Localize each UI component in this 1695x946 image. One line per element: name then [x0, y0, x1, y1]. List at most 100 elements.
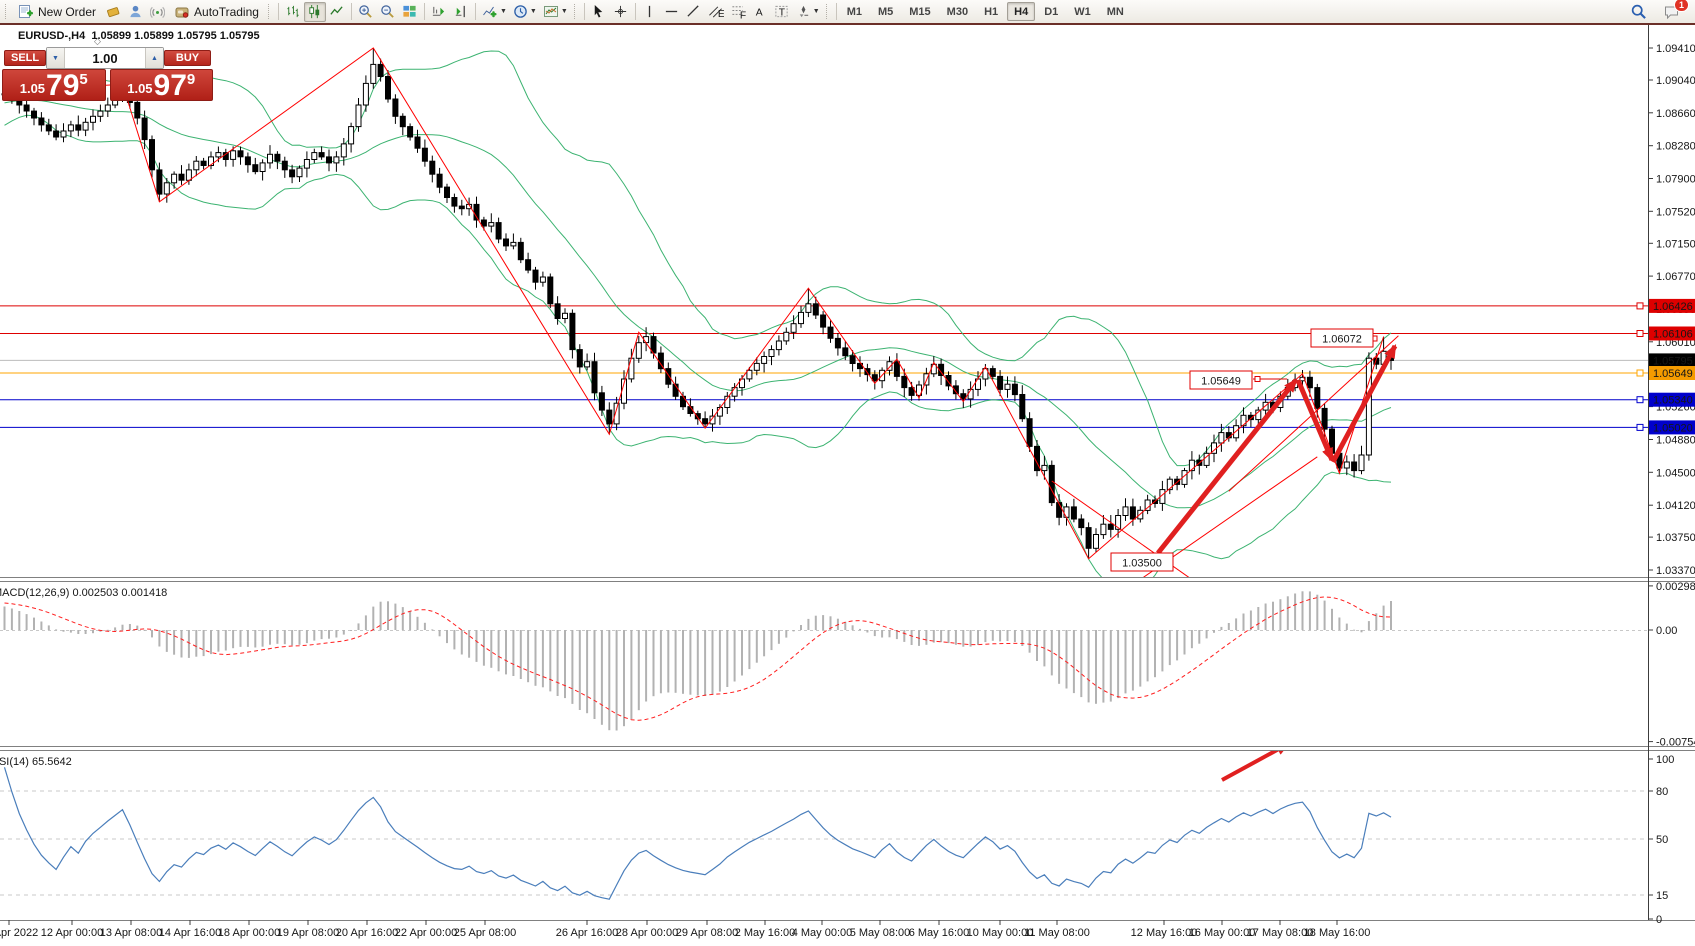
line-chart-mode-button[interactable] — [326, 2, 348, 22]
macd-panel[interactable] — [0, 543, 1648, 731]
svg-text:1.04120: 1.04120 — [1656, 500, 1695, 512]
volume-input[interactable] — [65, 48, 145, 68]
buy-button[interactable]: BUY — [164, 50, 211, 66]
trendline-tool-button[interactable] — [683, 2, 705, 22]
volume-decrease-button[interactable]: ▼ — [47, 48, 65, 68]
indicators-button[interactable]: ▼ — [479, 2, 510, 22]
hline-handle[interactable] — [1636, 330, 1644, 337]
sell-price-display[interactable]: 1.05 79 5 — [2, 69, 106, 101]
toolbar-grip[interactable] — [267, 4, 272, 19]
vertical-line-icon — [649, 5, 651, 18]
price-annotation-1.06072[interactable]: 1.06072 — [1310, 328, 1374, 348]
timeframe-M1[interactable]: M1 — [840, 2, 869, 21]
hline-handle[interactable] — [1636, 396, 1644, 404]
svg-text:1.08280: 1.08280 — [1656, 141, 1695, 153]
main-price-panel[interactable]: 1.06072 1.05649 1.03500 — [0, 47, 1648, 593]
price-badge-1.06426: 1.06426 — [1649, 298, 1695, 313]
search-button[interactable] — [1627, 2, 1650, 22]
price-annotation-1.05649[interactable]: 1.05649 — [1189, 370, 1253, 390]
svg-text:T: T — [779, 7, 786, 18]
text-label-tool-button[interactable]: T — [771, 2, 793, 22]
vertical-line-tool-button[interactable] — [639, 2, 661, 22]
shapes-icon — [799, 5, 808, 18]
toolbar-grip[interactable] — [573, 4, 578, 19]
auto-scroll-button[interactable] — [428, 2, 450, 22]
rsi-trend-arrow[interactable] — [1221, 744, 1291, 782]
cursor-tool-button[interactable] — [588, 2, 610, 22]
trend-arrow-0[interactable] — [1156, 378, 1298, 555]
sell-button[interactable]: SELL — [4, 50, 46, 66]
profile-icon-button[interactable] — [124, 2, 146, 22]
trend-arrow-1[interactable] — [1295, 379, 1335, 463]
panel-separators[interactable] — [0, 577, 1695, 921]
timeframe-MN[interactable]: MN — [1100, 2, 1131, 21]
svg-text:1.09410: 1.09410 — [1656, 43, 1695, 55]
trend-arrow-2[interactable] — [1330, 343, 1398, 464]
channel-tool-button[interactable]: E — [705, 2, 727, 22]
toolbar-grip[interactable] — [825, 4, 830, 19]
rsi-axis-ticks[interactable]: 100 80 50 15 0 — [1648, 754, 1674, 926]
autotrading-button[interactable]: AutoTrading — [168, 2, 265, 22]
periods-button[interactable]: ▼ — [510, 2, 540, 22]
hline-handle[interactable] — [1636, 302, 1644, 310]
new-order-button[interactable]: New Order — [12, 2, 102, 22]
timeframe-W1[interactable]: W1 — [1067, 2, 1098, 21]
buy-price-sup: 9 — [186, 71, 196, 88]
hline-handle[interactable] — [1636, 423, 1644, 431]
chart-shift-button[interactable] — [450, 2, 472, 22]
signals-icon-button[interactable] — [146, 2, 168, 22]
candles-layer[interactable] — [1, 48, 1394, 559]
svg-text:14 Apr 16:00: 14 Apr 16:00 — [159, 927, 221, 939]
svg-text:1.05340: 1.05340 — [1653, 395, 1693, 407]
rsi-panel[interactable] — [0, 744, 1648, 900]
one-click-collapse-icon[interactable]: ◇ — [94, 36, 101, 46]
svg-text:17 May 08:00: 17 May 08:00 — [1247, 927, 1314, 939]
text-tool-button[interactable]: A — [749, 2, 771, 22]
macd-trend-arrow[interactable] — [1243, 543, 1302, 576]
svg-text:18 Apr 00:00: 18 Apr 00:00 — [218, 927, 280, 939]
timeframe-M5[interactable]: M5 — [871, 2, 900, 21]
deposit-icon-button[interactable] — [102, 2, 124, 22]
candlestick-icon — [309, 4, 320, 19]
timeframe-H1[interactable]: H1 — [977, 2, 1005, 21]
svg-text:2 May 16:00: 2 May 16:00 — [735, 927, 796, 939]
svg-text:11 Apr 2022: 11 Apr 2022 — [0, 927, 38, 939]
crosshair-tool-button[interactable] — [610, 2, 632, 22]
timeframe-M30[interactable]: M30 — [940, 2, 975, 21]
fibonacci-tool-button[interactable]: F — [727, 2, 749, 22]
candlestick-mode-button[interactable] — [303, 1, 326, 22]
svg-text:25 Apr 08:00: 25 Apr 08:00 — [454, 927, 516, 939]
bar-chart-mode-button[interactable] — [282, 2, 304, 22]
horizontal-line-tool-button[interactable] — [661, 2, 683, 22]
volume-box: ▼ ▲ — [46, 47, 164, 69]
toolbar-grip[interactable] — [5, 4, 9, 19]
volume-increase-button[interactable]: ▲ — [145, 48, 163, 68]
templates-button[interactable]: ▼ — [540, 2, 571, 22]
arrows-tool-button[interactable]: ▼ — [793, 2, 823, 22]
hline-handle[interactable] — [1636, 369, 1644, 377]
price-annotation-1.03500[interactable]: 1.03500 — [1110, 552, 1174, 572]
line-chart-icon — [330, 6, 344, 15]
timeframe-M15[interactable]: M15 — [902, 2, 937, 21]
svg-text:1.06770: 1.06770 — [1656, 271, 1695, 283]
zigzag-indicator[interactable] — [4, 47, 1385, 560]
chevron-down-icon: ▼ — [812, 8, 820, 15]
svg-text:A: A — [756, 7, 763, 18]
timeframe-D1[interactable]: D1 — [1037, 2, 1065, 21]
zoom-in-button[interactable] — [355, 2, 377, 22]
toolbar: New Order AutoTrading — [0, 0, 1695, 25]
tile-windows-button[interactable] — [399, 2, 421, 22]
sell-price-big: 79 — [46, 69, 80, 102]
zoom-out-button[interactable] — [377, 2, 399, 22]
notifications-button[interactable]: 1 — [1660, 0, 1689, 22]
timeframe-H4[interactable]: H4 — [1007, 2, 1036, 21]
toolbar-right: 1 — [1627, 0, 1693, 22]
zoom-out-icon — [381, 5, 395, 18]
macd-axis-ticks[interactable]: 0.002981 0.00 -0.007543 — [1648, 581, 1695, 749]
buy-price-display[interactable]: 1.05 97 9 — [109, 69, 213, 101]
svg-text:5 May 08:00: 5 May 08:00 — [850, 927, 911, 939]
svg-text:1.07150: 1.07150 — [1656, 238, 1695, 250]
